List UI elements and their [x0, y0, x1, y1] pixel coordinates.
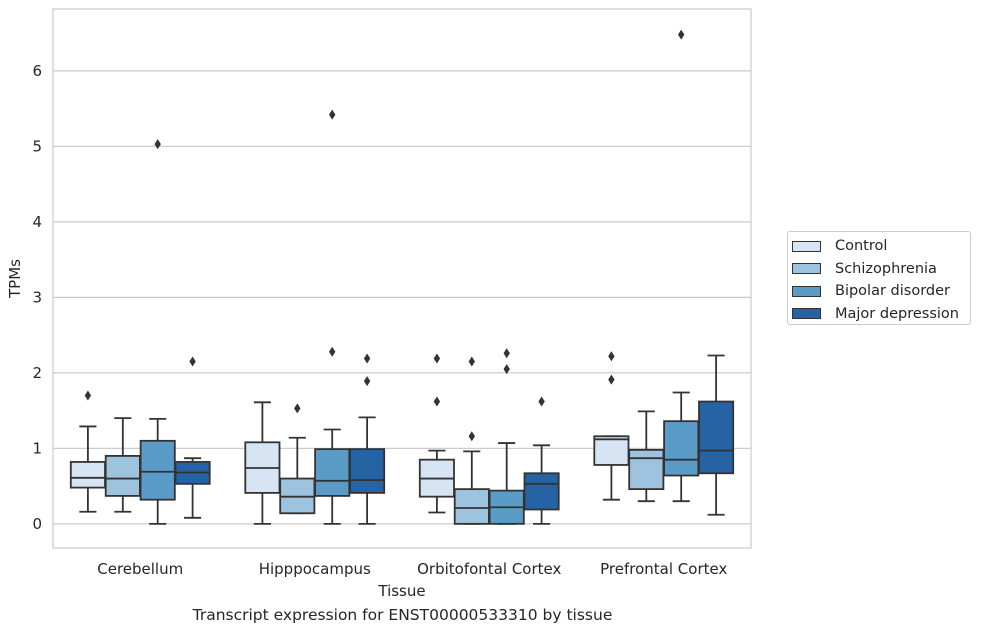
- box: [418, 353, 455, 514]
- outlier-point: [433, 396, 441, 407]
- legend-swatch: [792, 240, 821, 252]
- box: [139, 139, 176, 525]
- outlier-point: [329, 346, 336, 357]
- y-tick-label: 6: [32, 62, 42, 80]
- legend-swatch: [792, 308, 821, 320]
- x-axis-label: Tissue: [377, 582, 425, 600]
- y-tick-label: 4: [32, 213, 42, 231]
- box: [663, 29, 700, 503]
- series-schizophrenia: [104, 356, 665, 525]
- plot-frame: [52, 8, 752, 549]
- outlier-point: [503, 348, 510, 359]
- legend-item: Schizophrenia: [792, 258, 970, 281]
- y-tick-label: 1: [32, 439, 42, 457]
- box: [314, 109, 351, 525]
- box-series: [69, 29, 735, 525]
- outlier-point: [433, 353, 441, 364]
- series-bipolar-disorder: [139, 29, 700, 525]
- legend-label: Control: [835, 238, 888, 255]
- legend-swatch: [792, 285, 821, 297]
- box: [69, 390, 106, 513]
- legend-label: Major depression: [835, 305, 959, 322]
- box: [488, 348, 525, 525]
- outlier-point: [538, 396, 545, 407]
- outlier-point: [84, 390, 92, 401]
- outlier-point: [503, 364, 510, 375]
- box: [593, 351, 630, 501]
- x-tick-label: Orbitofontal Cortex: [417, 560, 561, 578]
- box: [453, 356, 490, 525]
- outlier-point: [154, 139, 161, 150]
- box-iqr: [314, 448, 351, 497]
- box: [174, 356, 211, 519]
- legend-item: Bipolar disorder: [792, 280, 970, 303]
- box: [523, 396, 560, 525]
- outlier-point: [363, 376, 371, 387]
- box: [698, 354, 735, 516]
- legend-item: Major depression: [792, 303, 970, 326]
- box-iqr: [593, 435, 630, 466]
- box-iqr: [139, 439, 176, 501]
- box: [279, 403, 316, 515]
- outlier-point: [468, 431, 475, 442]
- legend-item: Control: [792, 235, 970, 258]
- legend-label: Bipolar disorder: [835, 283, 950, 300]
- legend-label: Schizophrenia: [835, 260, 937, 277]
- box-iqr: [104, 455, 141, 497]
- legend: Control Schizophrenia Bipolar disorder Majo…: [787, 231, 971, 325]
- x-tick-labels: Cerebellum Hipppocampus Orbitofontal Corte…: [97, 560, 727, 578]
- y-tick-label: 5: [32, 137, 42, 155]
- box-iqr: [698, 400, 735, 475]
- series-control: [69, 351, 630, 525]
- outlier-point: [468, 356, 475, 367]
- x-tick-label: Hipppocampus: [259, 560, 371, 578]
- legend-swatch: [792, 263, 821, 275]
- outlier-point: [608, 374, 615, 385]
- box-iqr: [523, 472, 560, 511]
- x-tick-label: Cerebellum: [97, 560, 183, 578]
- box: [628, 410, 665, 503]
- box: [244, 401, 281, 525]
- box-iqr: [69, 461, 106, 489]
- outlier-point: [294, 403, 301, 414]
- box: [104, 417, 141, 513]
- outlier-point: [608, 351, 615, 362]
- x-tick-label: Prefrontal Cortex: [600, 560, 727, 578]
- box-iqr: [663, 420, 700, 477]
- y-tick-label: 3: [32, 288, 42, 306]
- outlier-point: [189, 356, 196, 367]
- figure-caption: Transcript expression for ENST0000053331…: [192, 606, 613, 624]
- y-tick-label: 0: [32, 515, 42, 533]
- outlier-point: [678, 29, 685, 40]
- box-iqr: [453, 488, 490, 525]
- outlier-point: [329, 109, 336, 120]
- y-tick-label: 2: [32, 364, 42, 382]
- y-axis-label: TPMs: [6, 259, 24, 299]
- box: [349, 353, 386, 525]
- box-iqr: [349, 448, 386, 494]
- box-iqr: [628, 448, 665, 491]
- y-tick-labels: 0 1 2 3 4 5 6: [32, 62, 42, 533]
- series-major-depression: [174, 353, 735, 525]
- outlier-point: [363, 353, 371, 364]
